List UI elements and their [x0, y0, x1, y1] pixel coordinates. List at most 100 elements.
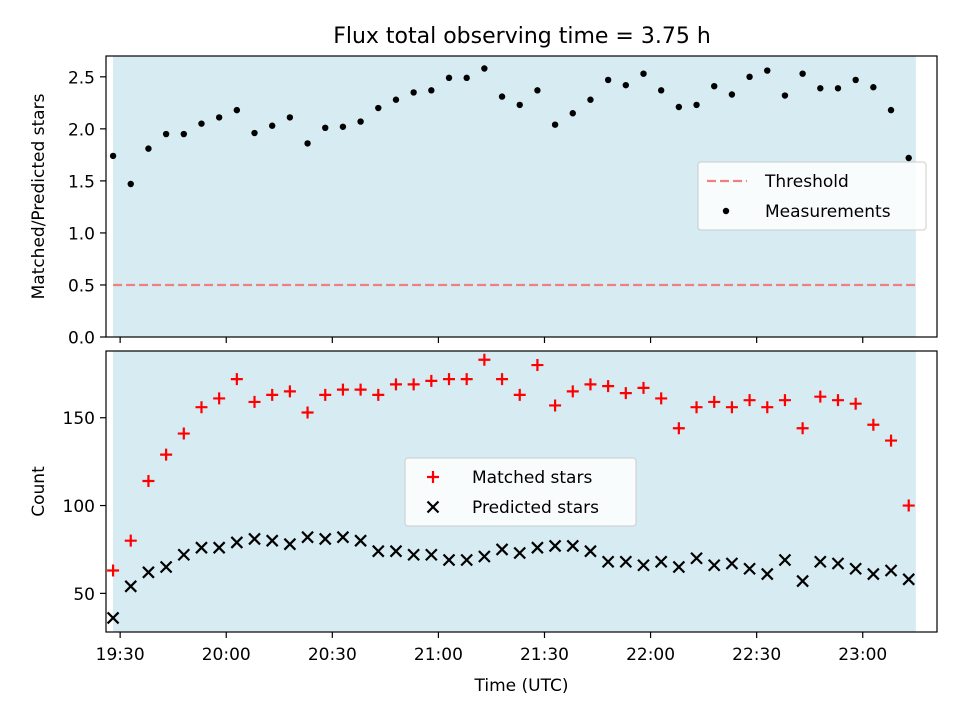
- predicted-star-point: [566, 539, 580, 553]
- x-tick-label: 20:30: [308, 645, 357, 665]
- predicted-star-point: [601, 555, 615, 569]
- y-axis-label: Matched/Predicted stars: [29, 93, 49, 299]
- measurement-point: [428, 87, 435, 94]
- matched-star-point: [672, 422, 685, 435]
- predicted-star-point: [106, 611, 120, 625]
- legend-entry-label: Measurements: [765, 202, 891, 222]
- matched-star-point: [513, 388, 526, 401]
- matched-star-point: [354, 383, 367, 396]
- x-tick-label: 21:00: [414, 645, 463, 665]
- y-tick-label: 2.0: [68, 120, 95, 140]
- predicted-star-point: [743, 562, 756, 576]
- measurement-point: [215, 114, 223, 121]
- legend-entry-label: Matched stars: [472, 468, 592, 488]
- y-tick-label: 100: [63, 497, 95, 517]
- measurement-point: [481, 65, 488, 72]
- matched-star-point: [107, 564, 120, 577]
- x-tick-label: 22:30: [732, 645, 781, 665]
- predicted-star-point: [318, 532, 332, 546]
- matched-star-point: [637, 381, 650, 394]
- measurement-point: [693, 101, 700, 109]
- matched-star-point: [177, 427, 190, 440]
- predicted-star-point: [336, 530, 350, 544]
- measurement-point: [516, 101, 523, 109]
- legend-entry-label: Predicted stars: [472, 498, 599, 518]
- measurement-point: [905, 154, 912, 162]
- measurement-point: [286, 114, 294, 121]
- y-tick-label: 0.0: [68, 329, 95, 349]
- predicted-star-point: [478, 550, 491, 563]
- chart-title: Flux total observing time = 3.75 h: [333, 24, 711, 49]
- predicted-star-point: [124, 580, 138, 593]
- y-tick-label: 1.5: [68, 172, 95, 192]
- y-axis-label: Count: [29, 466, 49, 517]
- predicted-star-point: [654, 555, 668, 569]
- measurement-point: [180, 130, 187, 138]
- predicted-star-point: [619, 555, 633, 569]
- measurement-point: [799, 70, 806, 77]
- measurement-point: [551, 121, 559, 128]
- predicted-star-point: [513, 546, 527, 560]
- matched-star-point: [796, 422, 809, 435]
- predicted-star-point: [831, 557, 845, 570]
- measurement-point: [109, 152, 117, 160]
- predicted-star-point: [142, 566, 155, 579]
- predicted-star-point: [902, 573, 915, 586]
- matched-star-point: [761, 401, 774, 414]
- matched-star-point: [743, 394, 756, 407]
- x-tick-label: 20:00: [202, 645, 251, 665]
- predicted-star-point: [672, 560, 686, 574]
- predicted-star-point: [442, 553, 456, 567]
- measurement-point: [534, 87, 541, 94]
- measurement-point: [162, 130, 170, 138]
- measurement-point: [870, 84, 877, 91]
- matched-star-point: [389, 378, 402, 391]
- predicted-star-point: [884, 564, 898, 577]
- measurement-point: [145, 145, 152, 152]
- matched-star-point: [443, 373, 456, 386]
- predicted-star-point: [849, 562, 862, 576]
- matched-star-point: [849, 397, 862, 410]
- measurement-point: [269, 122, 276, 129]
- axes-frame: [105, 55, 938, 338]
- y-tick-label: 2.5: [68, 68, 95, 88]
- predicted-star-point: [495, 543, 509, 556]
- y-tick-label: 0.5: [68, 276, 95, 296]
- legend-measurements-swatch: [722, 207, 730, 215]
- matched-star-point: [283, 385, 296, 398]
- matched-star-point: [160, 448, 173, 461]
- measurement-point: [304, 140, 311, 147]
- x-axis-label: Time (UTC): [474, 676, 569, 696]
- matched-star-point: [778, 394, 791, 407]
- predicted-star-point: [796, 574, 809, 588]
- predicted-star-point: [531, 541, 544, 554]
- legend-box: [697, 161, 927, 231]
- predicted-star-point: [283, 537, 297, 551]
- measurement-point: [834, 85, 842, 92]
- predicted-star-point: [407, 548, 420, 562]
- predicted-star-point: [195, 541, 208, 554]
- matched-star-point: [496, 373, 509, 386]
- measurement-point: [852, 76, 859, 84]
- measurement-point: [764, 67, 771, 74]
- matched-star-point: [425, 374, 438, 387]
- measurement-point: [640, 70, 647, 77]
- predicted-star-point: [230, 536, 244, 549]
- matched-star-point: [531, 359, 544, 372]
- y-tick-label: 150: [63, 409, 95, 429]
- matched-star-point: [142, 474, 155, 487]
- measurement-point: [587, 96, 594, 103]
- predicted-star-point: [425, 548, 438, 562]
- measurement-point: [410, 89, 417, 96]
- measurement-point: [498, 93, 506, 100]
- measurement-point: [339, 123, 347, 130]
- matched-star-point: [372, 388, 385, 401]
- predicted-star-point: [159, 560, 173, 574]
- x-tick-label: 21:30: [520, 645, 569, 665]
- matched-star-point: [690, 401, 703, 414]
- measurement-point: [711, 82, 718, 90]
- matched-star-point: [460, 373, 473, 386]
- measurement-point: [657, 87, 665, 94]
- measurement-point: [728, 91, 736, 98]
- measurement-point: [357, 118, 364, 125]
